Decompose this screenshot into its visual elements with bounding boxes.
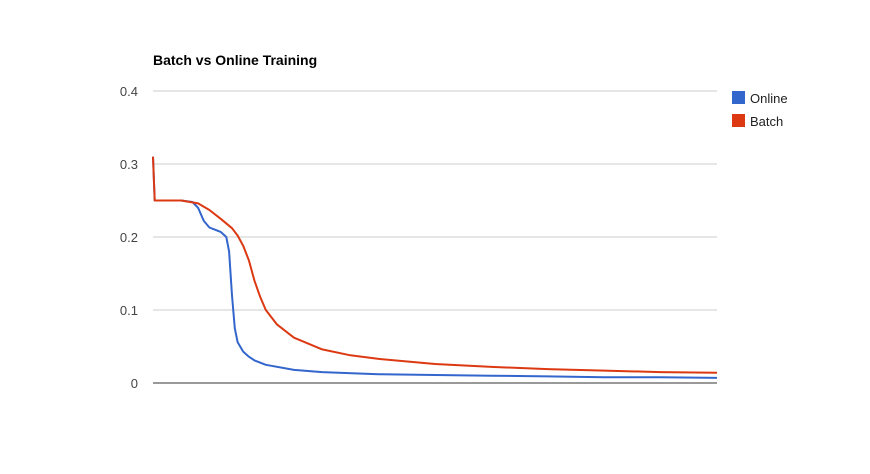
y-tick-label: 0.1 (120, 303, 138, 318)
series-lines (152, 156, 718, 379)
y-tick-label: 0.4 (120, 84, 138, 99)
y-axis-ticks: 0.4 0.3 0.2 0.1 0 (120, 84, 138, 391)
chart-title: Batch vs Online Training (153, 52, 317, 68)
legend-label-online: Online (750, 91, 788, 106)
legend-swatch-online (732, 91, 745, 104)
gridlines (153, 90, 717, 311)
y-tick-label: 0 (131, 376, 138, 391)
legend: Online Batch (732, 91, 788, 129)
y-tick-label: 0.3 (120, 157, 138, 172)
legend-swatch-batch (732, 114, 745, 127)
legend-label-batch: Batch (750, 114, 783, 129)
series-line-online (152, 156, 718, 379)
y-tick-label: 0.2 (120, 230, 138, 245)
series-line-batch (152, 156, 718, 374)
